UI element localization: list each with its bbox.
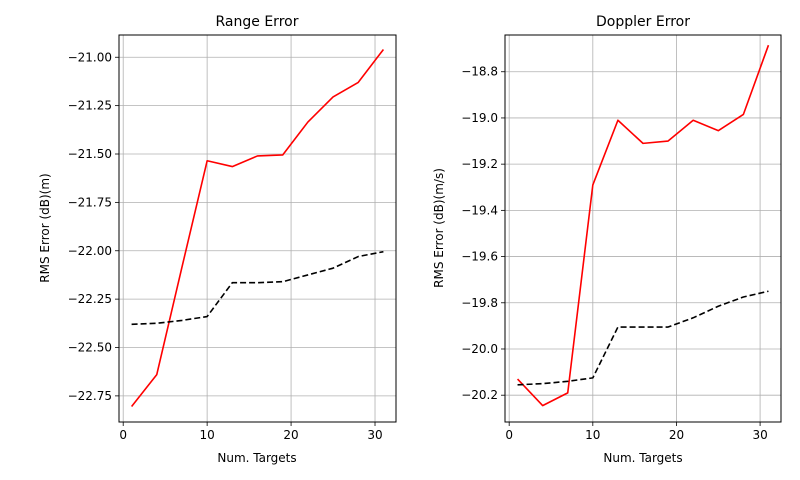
range-error-panel: Range Error 0 10 20 30 −22.75 −22.50 −22.25 −22… [38, 14, 397, 465]
doppler-error-panel: Doppler Error 0 10 20 30 −20.2 −20.0 −19.8 −19.… [432, 14, 782, 465]
range-error-y-tick-label: −22.50 [68, 341, 112, 355]
doppler-error-y-tick-label: −19.8 [461, 296, 498, 310]
range-error-x-axis-label: Num. Targets [217, 451, 296, 465]
range-error-x-tick-label: 0 [119, 428, 127, 442]
range-error-y-tick-label: −22.25 [68, 292, 112, 306]
range-error-y-tick-label: −21.00 [68, 50, 112, 64]
doppler-error-dashed-series-line [517, 290, 769, 386]
range-error-plot-frame [118, 34, 397, 423]
doppler-error-y-tick-label: −19.0 [461, 111, 498, 125]
range-error-y-tick-label: −22.75 [68, 389, 112, 403]
doppler-error-y-tick-label: −20.2 [461, 388, 498, 402]
range-error-y-axis-label: RMS Error (dB)(m) [38, 173, 52, 282]
doppler-error-x-axis-label: Num. Targets [603, 451, 682, 465]
doppler-error-ticks: 0 10 20 30 −20.2 −20.0 −19.8 −19.6 −19.4 −19.2 −19… [461, 65, 768, 442]
range-error-ticks: 0 10 20 30 −22.75 −22.50 −22.25 −22.00 −21.75 −21… [68, 50, 383, 442]
range-error-x-tick-label: 20 [283, 428, 298, 442]
doppler-error-solid-series-line [516, 44, 770, 407]
range-error-dashed-series-line [131, 250, 384, 326]
doppler-error-y-tick-label: −20.0 [461, 342, 498, 356]
doppler-error-y-tick-label: −18.8 [461, 65, 498, 79]
range-error-y-tick-label: −21.75 [68, 195, 112, 209]
range-error-y-tick-label: −21.25 [68, 99, 112, 113]
range-error-series [130, 49, 385, 408]
range-error-x-tick-label: 10 [199, 428, 214, 442]
range-error-x-tick-label: 30 [367, 428, 382, 442]
doppler-error-grid [505, 35, 781, 422]
doppler-error-y-tick-label: −19.6 [461, 250, 498, 264]
range-error-y-tick-label: −21.50 [68, 147, 112, 161]
range-error-y-tick-label: −22.00 [68, 244, 112, 258]
doppler-error-y-axis-label: RMS Error (dB)(m/s) [432, 168, 446, 288]
doppler-error-x-tick-label: 30 [752, 428, 767, 442]
range-error-grid [119, 35, 396, 422]
doppler-error-y-tick-label: −19.4 [461, 203, 498, 217]
doppler-error-title: Doppler Error [596, 14, 690, 30]
doppler-error-series [516, 44, 770, 407]
doppler-error-plot-frame [504, 34, 782, 423]
doppler-error-x-tick-label: 10 [585, 428, 600, 442]
doppler-error-x-tick-label: 0 [505, 428, 513, 442]
range-error-solid-series-line [130, 49, 385, 408]
range-error-title: Range Error [216, 14, 299, 30]
doppler-error-x-tick-label: 20 [669, 428, 684, 442]
doppler-error-y-tick-label: −19.2 [461, 157, 498, 171]
